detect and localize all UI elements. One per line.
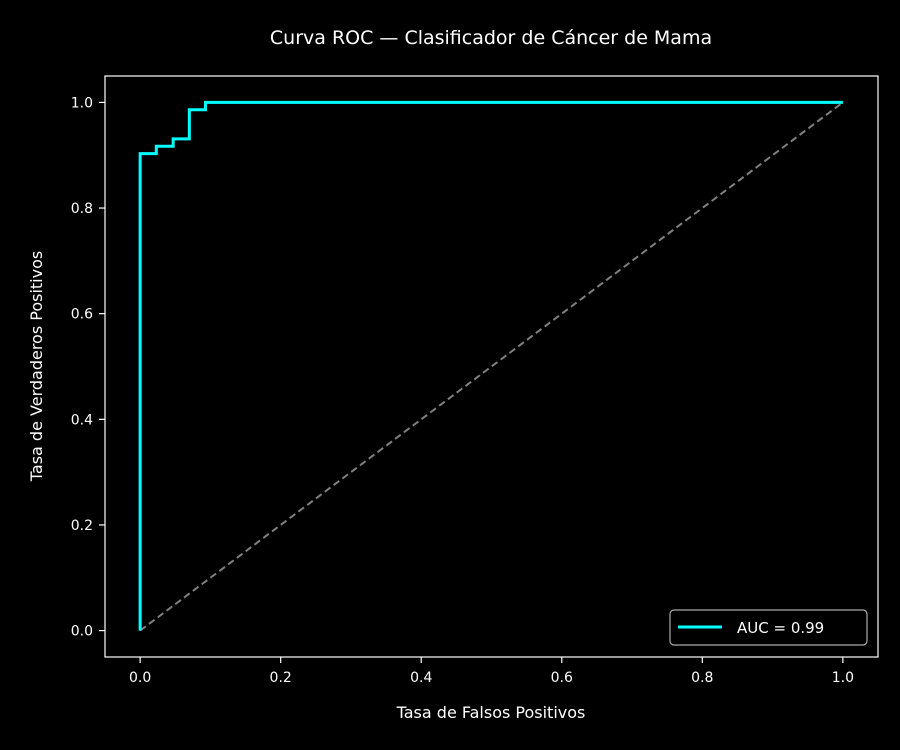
y-axis-label: Tasa de Verdaderos Positivos [27,251,46,482]
x-tick-label: 0.2 [270,670,292,686]
x-tick-label: 0.8 [691,670,713,686]
axis-ticks: 0.0 0.2 0.4 0.6 0.8 1.0 0.0 0.2 0.4 0.6 0.8 1.0 [71,95,854,686]
x-tick-label: 0.0 [129,670,151,686]
y-tick-label: 0.8 [71,201,93,217]
series-layer [138,100,844,632]
chart-title: Curva ROC — Clasificador de Cáncer de Ma… [270,27,712,49]
x-tick-label: 1.0 [832,670,854,686]
x-tick-label: 0.4 [410,670,432,686]
y-tick-label: 0.0 [71,624,93,640]
plot-frame [104,75,879,658]
legend: AUC = 0.99 [669,609,868,646]
y-tick-label: 0.6 [71,307,93,323]
roc-curve-line [138,100,843,631]
x-axis-label: Tasa de Falsos Positivos [396,703,586,722]
x-tick-label: 0.6 [551,670,573,686]
y-tick-label: 0.4 [71,412,93,428]
legend-box [669,609,868,646]
legend-label: AUC = 0.99 [737,619,824,637]
y-tick-label: 0.2 [71,518,93,534]
chance-line [139,101,844,632]
y-tick-label: 1.0 [71,95,93,111]
